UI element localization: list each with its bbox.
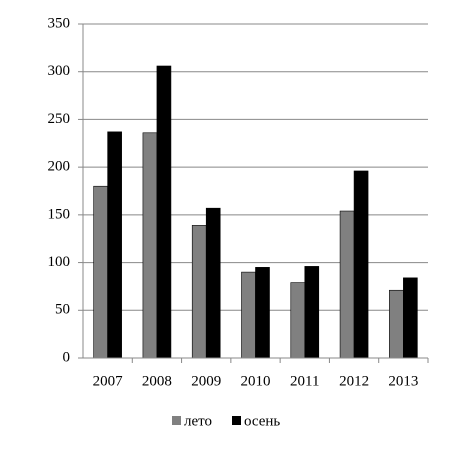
legend-label: осень: [244, 413, 280, 429]
y-tick-label: 300: [48, 63, 71, 79]
bar: [191, 225, 207, 359]
bar: [142, 132, 158, 359]
y-tick-label: 200: [48, 159, 71, 175]
x-tick-label: 2010: [241, 373, 271, 389]
bar: [156, 65, 172, 359]
bar: [403, 277, 418, 359]
y-tick-label: 50: [55, 302, 70, 318]
x-tick-label: 2007: [93, 373, 124, 389]
x-tick-label: 2013: [388, 373, 418, 389]
bar: [205, 207, 221, 359]
bar: [290, 282, 306, 359]
bar: [304, 266, 320, 359]
bar: [241, 271, 256, 359]
x-tick-label: 2009: [191, 373, 221, 389]
y-tick-label: 350: [48, 15, 71, 31]
y-tick-label: 0: [63, 349, 71, 365]
y-tick-label: 150: [48, 206, 71, 222]
bar: [353, 170, 369, 359]
legend-swatch: [232, 416, 241, 425]
bar: [93, 185, 108, 359]
bar: [389, 289, 404, 359]
x-tick-label: 2012: [339, 373, 369, 389]
legend-swatch: [172, 416, 181, 425]
legend-label: лето: [184, 413, 212, 429]
y-tick-label: 100: [48, 254, 71, 270]
y-tick-label: 250: [48, 111, 71, 127]
bar: [255, 267, 270, 359]
bar: [339, 210, 355, 359]
x-tick-label: 2011: [290, 373, 319, 389]
x-tick-label: 2008: [142, 373, 172, 389]
bar: [107, 131, 122, 359]
